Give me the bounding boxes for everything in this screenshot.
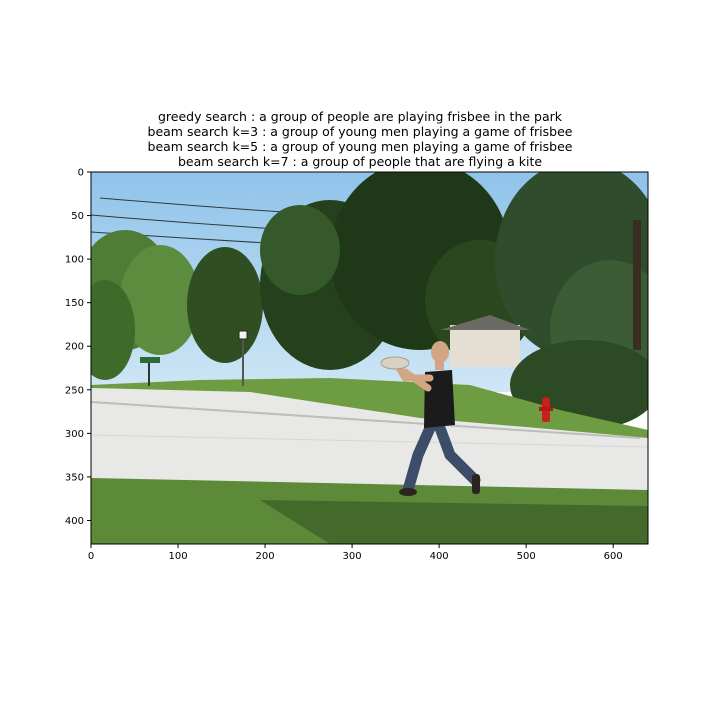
x-axis: 0 100 200 300 400 500 600 <box>88 544 623 562</box>
x-tick-label: 400 <box>430 551 449 562</box>
y-tick-label: 250 <box>65 385 84 396</box>
x-tick-label: 600 <box>604 551 623 562</box>
y-tick-label: 400 <box>65 516 84 527</box>
photo <box>75 160 670 544</box>
x-tick-label: 500 <box>517 551 536 562</box>
y-tick-label: 350 <box>65 472 84 483</box>
x-tick-label: 200 <box>256 551 275 562</box>
x-tick-label: 100 <box>168 551 187 562</box>
x-tick-label: 300 <box>343 551 362 562</box>
y-tick-label: 50 <box>71 211 84 222</box>
y-tick-label: 0 <box>78 168 84 179</box>
y-axis: 0 50 100 150 200 250 300 350 400 <box>65 168 91 527</box>
y-tick-label: 100 <box>65 255 84 266</box>
x-tick-label: 0 <box>88 551 94 562</box>
y-tick-label: 200 <box>65 342 84 353</box>
y-tick-label: 300 <box>65 429 84 440</box>
house <box>450 325 520 367</box>
y-tick-label: 150 <box>65 298 84 309</box>
